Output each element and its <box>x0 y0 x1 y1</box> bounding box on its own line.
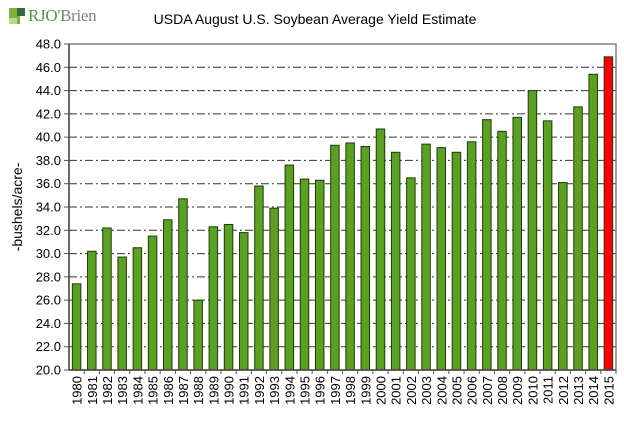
x-tick-label: 1998 <box>343 376 358 405</box>
x-tick-label: 2013 <box>571 376 586 405</box>
x-tick-label: 1985 <box>146 376 161 405</box>
bar-1998 <box>345 142 355 371</box>
bar-2013 <box>573 106 583 371</box>
bar-2005 <box>451 151 462 371</box>
x-tick-label: 1997 <box>328 376 343 405</box>
x-tick-label: 2015 <box>601 376 616 405</box>
bar-1984 <box>132 247 143 371</box>
x-tick-label: 2014 <box>586 376 601 405</box>
y-tick-label: 26.0 <box>36 293 61 308</box>
x-tick-label: 1984 <box>130 376 145 405</box>
y-tick-label: 36.0 <box>36 176 61 191</box>
bar-2008 <box>497 130 507 371</box>
bar-1994 <box>284 164 295 371</box>
x-tick-label: 2006 <box>465 376 480 405</box>
x-tick-label: 1983 <box>115 376 130 405</box>
x-tick-label: 2007 <box>480 376 495 405</box>
bars <box>71 56 614 371</box>
y-tick-label: 48.0 <box>36 37 61 52</box>
bar-2001 <box>390 151 401 371</box>
x-tick-label: 2010 <box>525 376 540 405</box>
x-tick-label: 1987 <box>176 376 191 405</box>
x-tick-label: 2000 <box>373 376 388 405</box>
bar-1991 <box>238 232 249 371</box>
y-tick-label: 24.0 <box>36 316 61 331</box>
y-tick-label: 44.0 <box>36 83 61 98</box>
x-tick-label: 1995 <box>298 376 313 405</box>
bar-2011 <box>542 120 553 371</box>
bar-1985 <box>147 235 158 371</box>
x-tick-label: 2002 <box>404 376 419 405</box>
logo-text: RJO'Brien <box>28 6 97 25</box>
bar-1982 <box>102 227 112 371</box>
x-tick-label: 1981 <box>85 376 100 405</box>
y-tick-label: 40.0 <box>36 130 61 145</box>
y-tick-label: 32.0 <box>36 223 61 238</box>
chart-title: USDA August U.S. Soybean Average Yield E… <box>153 11 477 27</box>
y-tick-label: 42.0 <box>36 106 61 121</box>
x-tick-label: 2009 <box>510 376 525 405</box>
y-tick-labels: 20.0 22.0 24.0 26.0 28.0 30.0 32.0 34.0 36.0 38.0… <box>36 37 61 378</box>
bar-1986 <box>163 219 173 371</box>
gridlines <box>69 66 616 348</box>
bar-1983 <box>117 256 127 371</box>
bar-1995 <box>299 178 310 371</box>
x-tick-label: 1986 <box>161 376 176 405</box>
bar-1996 <box>314 179 325 371</box>
y-tick-label: 28.0 <box>36 269 61 284</box>
bar-1999 <box>360 145 371 371</box>
bar-2014 <box>588 73 598 371</box>
logo-mark-icon <box>9 8 25 24</box>
axes <box>64 43 617 374</box>
rjo-brien-logo: RJO'Brien <box>9 5 97 27</box>
y-tick-label: 22.0 <box>36 339 61 354</box>
bar-1990 <box>223 223 234 371</box>
bar-1997 <box>330 144 340 371</box>
x-tick-label: 1992 <box>252 376 267 405</box>
bar-1980 <box>71 283 82 371</box>
y-axis-label: -bushels/acre- <box>9 162 25 251</box>
x-tick-label: 1989 <box>206 376 221 405</box>
x-tick-label: 2001 <box>389 376 404 405</box>
x-tick-label: 1990 <box>222 376 237 405</box>
x-tick-labels: 1980 1981 1982 1983 1984 1985 1986 1987 1988 1989… <box>70 376 617 405</box>
bar-1987 <box>178 198 188 371</box>
bar-1989 <box>208 226 219 371</box>
x-tick-label: 1982 <box>100 376 115 405</box>
x-tick-label: 2003 <box>419 376 434 405</box>
x-tick-label: 1980 <box>70 376 85 405</box>
bar-1988 <box>193 299 203 371</box>
bar-2015 <box>603 56 614 371</box>
bar-2006 <box>466 141 477 371</box>
x-tick-label: 2008 <box>495 376 510 405</box>
x-tick-label: 1999 <box>358 376 373 405</box>
y-tick-label: 46.0 <box>36 60 61 75</box>
bar-2000 <box>375 128 386 371</box>
y-tick-label: 20.0 <box>36 363 61 378</box>
bar-2009 <box>512 116 522 371</box>
bar-2004 <box>436 147 447 371</box>
x-tick-label: 1991 <box>237 376 252 405</box>
y-tick-label: 30.0 <box>36 246 61 261</box>
bar-2003 <box>421 143 431 371</box>
x-tick-label: 2011 <box>541 376 556 404</box>
bar-2010 <box>527 90 538 371</box>
x-tick-label: 2004 <box>434 376 449 405</box>
bar-2002 <box>406 177 416 371</box>
x-tick-label: 1988 <box>191 376 206 405</box>
x-tick-label: 1996 <box>313 376 328 405</box>
bar-1981 <box>87 250 97 371</box>
bar-1993 <box>269 207 279 371</box>
bar-1992 <box>254 185 264 371</box>
y-tick-label: 38.0 <box>36 153 61 168</box>
x-tick-label: 1994 <box>282 376 297 405</box>
x-tick-label: 2012 <box>556 376 571 405</box>
bar-2007 <box>482 119 492 371</box>
y-tick-label: 34.0 <box>36 200 61 215</box>
x-tick-label: 1993 <box>267 376 282 405</box>
bar-2012 <box>558 182 568 371</box>
x-tick-label: 2005 <box>449 376 464 405</box>
